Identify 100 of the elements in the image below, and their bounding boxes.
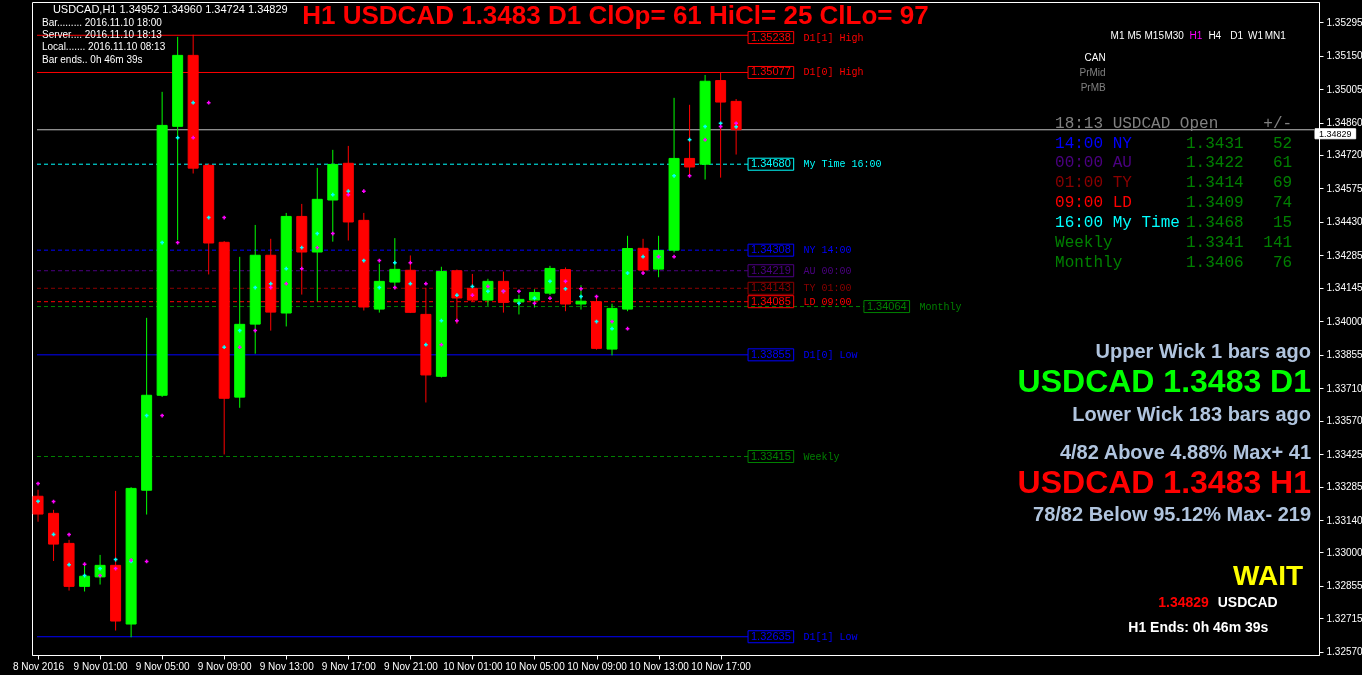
- annotation: AU 00:00: [803, 265, 852, 277]
- annotation: +/-: [1263, 115, 1293, 133]
- ref-line-label: 1.34308: [750, 243, 791, 256]
- ref-line-label: 1.34680: [750, 157, 791, 170]
- annotation: 16:00 My Time: [1055, 214, 1180, 232]
- annotation: D1[1] Low: [803, 631, 858, 643]
- annotation: USDCAD: [1217, 594, 1278, 610]
- annotation: W1: [1247, 30, 1264, 41]
- annotation: WAIT: [1233, 560, 1304, 591]
- x-tick-label: 8 Nov 2016: [12, 660, 65, 672]
- annotation: 61: [1272, 154, 1293, 172]
- ref-line-label: 1.35077: [750, 65, 791, 78]
- annotation: TY 01:00: [803, 283, 852, 295]
- x-tick-label: 9 Nov 13:00: [259, 660, 315, 672]
- annotation: M30: [1164, 30, 1185, 41]
- y-tick-label: 1.34720: [1326, 149, 1362, 161]
- ref-line-label: 1.32635: [750, 629, 791, 642]
- annotation: H4: [1208, 30, 1222, 41]
- annotation: CAN: [1084, 52, 1106, 63]
- x-tick-label: 9 Nov 05:00: [135, 660, 191, 672]
- ref-line-label: 1.35238: [750, 30, 791, 43]
- annotation: Bar......... 2016.11.10 18:00: [41, 17, 163, 28]
- x-tick-label: 10 Nov 13:00: [629, 660, 690, 672]
- x-tick-label: 10 Nov 17:00: [691, 660, 752, 672]
- ref-line-label: 1.34829: [1319, 128, 1352, 139]
- annotation: Monthly: [1055, 254, 1123, 272]
- annotation: PrMid: [1079, 67, 1106, 78]
- annotation: M1: [1110, 30, 1125, 41]
- y-tick-label: 1.33285: [1326, 481, 1362, 493]
- annotation: My Time 16:00: [803, 159, 882, 171]
- y-tick-label: 1.34430: [1326, 216, 1362, 228]
- annotation: 1.3414: [1186, 174, 1244, 192]
- annotation: Lower Wick 183 bars ago: [1072, 403, 1312, 425]
- ref-line-label: 1.34064: [866, 299, 907, 312]
- annotation: Weekly: [803, 451, 840, 463]
- annotation: 09:00 LD: [1055, 194, 1132, 212]
- x-tick-label: 9 Nov 01:00: [73, 660, 128, 672]
- annotation: 1.3341: [1186, 234, 1244, 252]
- annotation: D1[0] Low: [803, 349, 858, 361]
- annotation: H1: [1189, 30, 1203, 41]
- ref-line-label: 1.33415: [750, 449, 791, 462]
- annotation: 1.3431: [1186, 135, 1244, 153]
- annotation: D1[0] High: [803, 67, 864, 79]
- ref-line-label: 1.34143: [750, 281, 791, 294]
- y-tick-label: 1.33855: [1326, 349, 1362, 361]
- annotation: 74: [1272, 194, 1293, 212]
- annotation: USDCAD 1.3483 D1: [1017, 363, 1312, 399]
- annotation: M5: [1127, 30, 1142, 41]
- annotation: 52: [1272, 135, 1293, 153]
- y-tick-label: 1.34000: [1326, 315, 1362, 327]
- annotation: NY 14:00: [803, 245, 852, 257]
- y-tick-label: 1.34575: [1326, 182, 1362, 194]
- annotation: Bar ends.. 0h 46m 39s: [41, 54, 143, 65]
- y-tick-label: 1.34860: [1326, 117, 1362, 129]
- x-tick-label: 10 Nov 09:00: [567, 660, 628, 672]
- y-tick-label: 1.33425: [1326, 448, 1362, 460]
- y-tick-label: 1.33710: [1326, 382, 1362, 394]
- ref-line-label: 1.33855: [750, 347, 791, 360]
- annotation: Local....... 2016.11.10 08:13: [41, 41, 166, 52]
- y-tick-label: 1.33000: [1326, 546, 1362, 558]
- annotation: 14:00 NY: [1055, 135, 1133, 153]
- annotation: 18:13 USDCAD Open: [1055, 115, 1219, 133]
- y-tick-label: 1.35150: [1326, 50, 1362, 62]
- y-tick-label: 1.32715: [1326, 612, 1362, 624]
- annotation: 69: [1272, 174, 1293, 192]
- annotation: H1 Ends: 0h 46m 39s: [1128, 619, 1269, 635]
- annotation: 1.34829: [1158, 594, 1210, 610]
- annotation: Weekly: [1055, 234, 1114, 252]
- ref-line-label: 1.34219: [750, 263, 791, 276]
- annotation: 141: [1263, 234, 1293, 252]
- y-tick-label: 1.35295: [1326, 16, 1362, 28]
- chart-title: H1 USDCAD 1.3483 D1 ClOp= 61 HiCl= 25 ClLo= 97: [302, 0, 929, 30]
- x-tick-label: 9 Nov 09:00: [197, 660, 253, 672]
- y-tick-label: 1.32855: [1326, 580, 1362, 592]
- x-tick-label: 10 Nov 05:00: [505, 660, 566, 672]
- annotation: 01:00 TY: [1055, 174, 1133, 192]
- annotation: PrMB: [1080, 82, 1106, 93]
- annotation: 78/82 Below 95.12% Max- 219: [1033, 503, 1312, 525]
- y-tick-label: 1.33570: [1326, 415, 1362, 427]
- x-tick-label: 10 Nov 01:00: [443, 660, 504, 672]
- y-tick-label: 1.34285: [1326, 249, 1362, 261]
- y-tick-label: 1.33140: [1326, 514, 1362, 526]
- annotation: USDCAD,H1 1.34952 1.34960 1.34724 1.34829: [52, 3, 288, 15]
- annotation: 4/82 Above 4.88% Max+ 41: [1059, 441, 1312, 463]
- annotation: MN1: [1264, 30, 1287, 41]
- annotation: LD 09:00: [803, 296, 852, 308]
- annotation: M15: [1144, 30, 1165, 41]
- annotation: 76: [1272, 254, 1293, 272]
- x-tick-label: 9 Nov 17:00: [321, 660, 377, 672]
- annotation: 1.3468: [1186, 214, 1244, 232]
- y-tick-label: 1.32570: [1326, 646, 1362, 658]
- annotation: 15: [1272, 214, 1293, 232]
- annotation: 1.3409: [1186, 194, 1244, 212]
- annotation: D1[1] High: [803, 32, 864, 44]
- annotation: 1.3422: [1186, 154, 1244, 172]
- annotation: 1.3406: [1186, 254, 1244, 272]
- y-tick-label: 1.34145: [1326, 282, 1362, 294]
- ref-line-label: 1.34085: [750, 294, 791, 307]
- y-tick-label: 1.35005: [1326, 83, 1362, 95]
- annotation: Upper Wick 1 bars ago: [1095, 340, 1312, 362]
